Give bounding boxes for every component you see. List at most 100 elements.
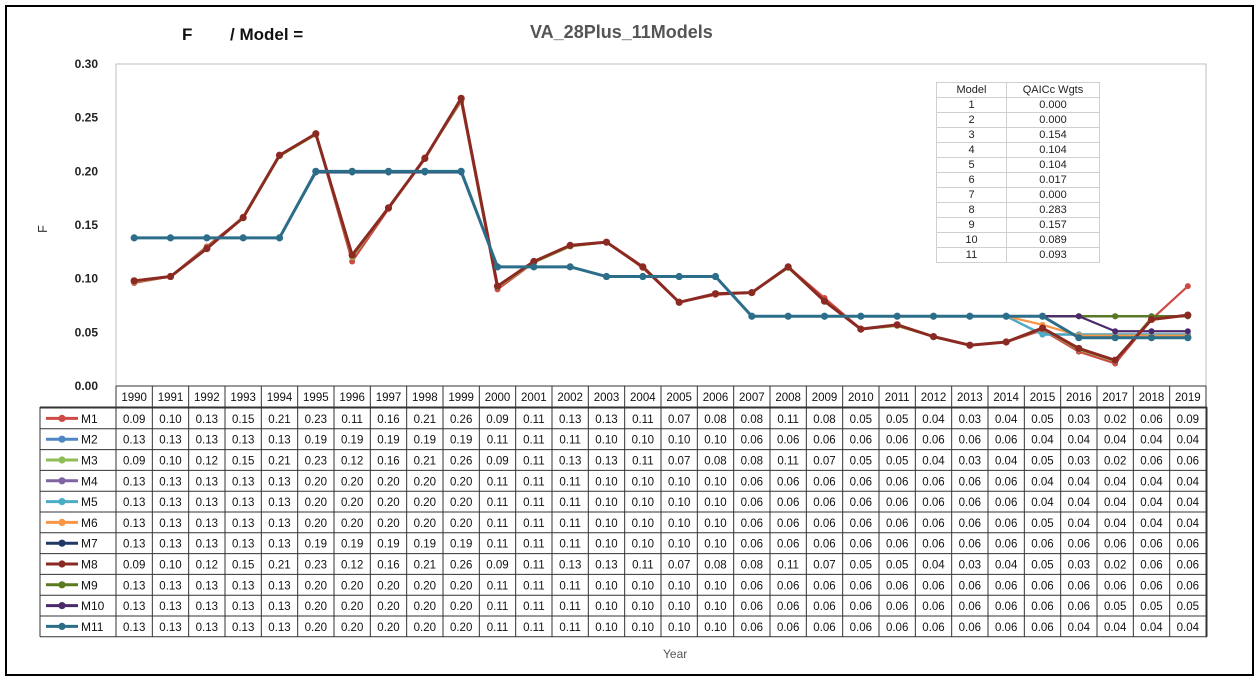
weights-value: 0.283 <box>1006 202 1100 218</box>
table-cell: 0.06 <box>922 539 944 551</box>
table-cell: 0.13 <box>559 456 581 468</box>
table-cell: 0.20 <box>305 497 327 509</box>
table-cell: 0.08 <box>813 414 835 426</box>
table-cell: 0.06 <box>1177 560 1199 572</box>
table-cell: 0.13 <box>123 539 145 551</box>
data-point-m11 <box>1184 334 1192 342</box>
table-cell: 0.06 <box>922 435 944 447</box>
table-cell: 0.06 <box>850 539 872 551</box>
table-cell: 0.12 <box>196 456 218 468</box>
data-point-m11 <box>239 234 247 242</box>
legend-label-m5: M5 <box>81 495 98 509</box>
data-point-m5 <box>1039 331 1046 338</box>
table-cell: 0.13 <box>268 476 290 488</box>
data-point-m8 <box>130 277 138 285</box>
y-tick-label: 0.10 <box>75 272 99 286</box>
x-tick-label: 2010 <box>848 392 874 404</box>
weights-model: 10 <box>936 232 1007 248</box>
table-cell: 0.04 <box>1031 476 1054 488</box>
legend-label-m3: M3 <box>81 454 98 468</box>
table-cell: 0.20 <box>305 518 327 530</box>
x-tick-label: 2011 <box>885 392 910 404</box>
table-cell: 0.06 <box>850 435 872 447</box>
table-cell: 0.09 <box>486 414 508 426</box>
table-cell: 0.11 <box>523 435 545 447</box>
table-cell: 0.06 <box>1104 580 1126 592</box>
table-cell: 0.11 <box>523 601 545 613</box>
data-point-m10 <box>1075 313 1082 320</box>
chart-title-f: F <box>182 25 193 44</box>
table-cell: 0.13 <box>268 601 290 613</box>
table-cell: 0.03 <box>959 560 981 572</box>
table-cell: 0.26 <box>450 414 472 426</box>
table-cell: 0.06 <box>959 518 981 530</box>
table-cell: 0.10 <box>668 518 690 530</box>
table-cell: 0.06 <box>995 601 1017 613</box>
y-tick-label: 0.00 <box>75 379 99 393</box>
weights-row: 2 0.000 <box>936 112 1100 128</box>
series-lines <box>130 94 1192 367</box>
data-point-m11 <box>1147 334 1156 342</box>
x-tick-label: 2006 <box>703 392 729 404</box>
x-tick-label: 1992 <box>194 392 220 404</box>
table-cell: 0.20 <box>341 518 363 530</box>
table-cell: 0.06 <box>922 622 944 634</box>
table-cell: 0.04 <box>1104 435 1127 447</box>
table-cell: 0.16 <box>377 414 399 426</box>
table-cell: 0.12 <box>196 560 218 572</box>
table-cell: 0.06 <box>922 580 944 592</box>
data-point-m1 <box>349 258 356 265</box>
table-cell: 0.11 <box>523 622 545 634</box>
table-cell: 0.13 <box>559 560 581 572</box>
legend-marker-m1 <box>58 414 66 422</box>
series-line-m11 <box>134 169 1188 340</box>
x-tick-label: 2008 <box>775 392 801 404</box>
table-cell: 0.02 <box>1104 414 1126 426</box>
table-cell: 0.10 <box>668 580 690 592</box>
data-point-m11 <box>602 272 611 281</box>
table-cell: 0.10 <box>632 476 654 488</box>
table-cell: 0.05 <box>886 560 908 572</box>
table-cell: 0.04 <box>1068 622 1091 634</box>
table-cell: 0.13 <box>159 476 181 488</box>
table-cell: 0.06 <box>741 580 763 592</box>
table-cell: 0.08 <box>741 560 763 572</box>
weights-value: 0.104 <box>1006 157 1100 173</box>
table-cell: 0.06 <box>1068 539 1090 551</box>
table-cell: 0.10 <box>704 580 726 592</box>
data-point-m11 <box>130 234 138 242</box>
data-point-m8 <box>348 251 356 259</box>
table-cell: 0.10 <box>668 497 690 509</box>
table-cell: 0.04 <box>922 560 945 572</box>
data-point-m8 <box>166 272 175 281</box>
x-tick-label: 2009 <box>812 392 838 404</box>
table-cell: 0.13 <box>196 476 218 488</box>
data-point-m11 <box>1075 334 1083 342</box>
weights-header-wgts: QAICc Wgts <box>1006 82 1100 98</box>
data-point-m1 <box>1184 283 1191 290</box>
x-tick-label: 2001 <box>521 392 547 404</box>
table-cell: 0.06 <box>813 622 835 634</box>
table-cell: 0.06 <box>741 601 763 613</box>
table-cell: 0.21 <box>414 414 436 426</box>
table-cell: 0.13 <box>232 518 254 530</box>
table-cell: 0.04 <box>1177 497 1200 509</box>
table-cell: 0.10 <box>595 539 617 551</box>
data-point-m11 <box>166 234 175 242</box>
table-cell: 0.10 <box>704 601 726 613</box>
table-cell: 0.08 <box>704 560 726 572</box>
table-cell: 0.20 <box>341 622 363 634</box>
table-cell: 0.06 <box>959 497 981 509</box>
table-cell: 0.05 <box>886 456 908 468</box>
table-cell: 0.06 <box>959 601 981 613</box>
x-tick-label: 1995 <box>303 392 329 404</box>
table-cell: 0.06 <box>741 622 763 634</box>
data-point-m11 <box>748 312 756 320</box>
weights-header-model: Model <box>936 82 1007 98</box>
legend-marker-m3 <box>58 456 66 464</box>
table-cell: 0.06 <box>741 497 763 509</box>
table-cell: 0.20 <box>305 476 327 488</box>
data-point-m11 <box>384 167 393 175</box>
table-cell: 0.20 <box>414 580 436 592</box>
